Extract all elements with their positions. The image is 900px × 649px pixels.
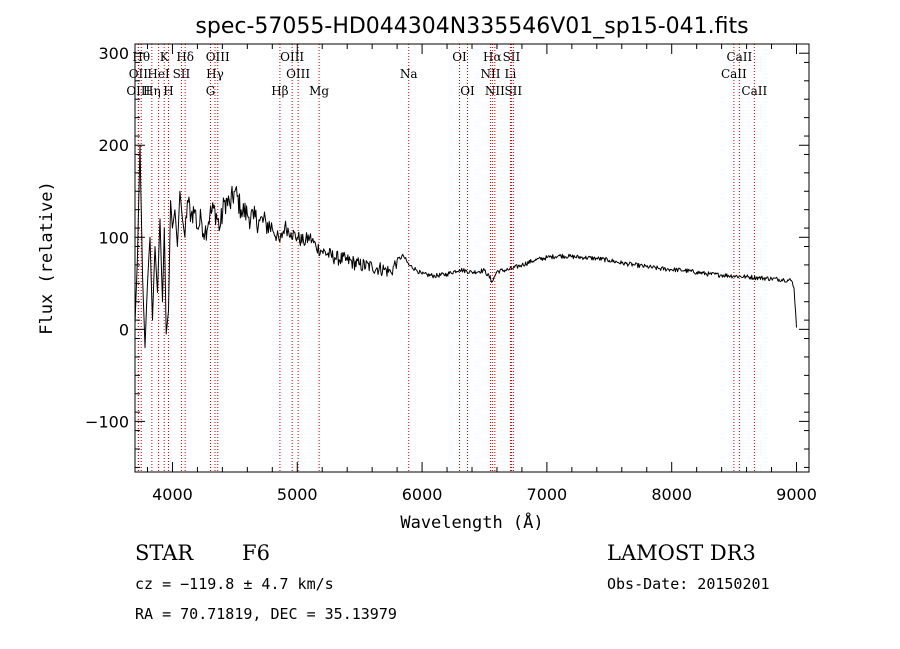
x-axis-ticks: 4000 5000 6000 7000 8000 9000 [146,44,817,504]
line-marker-label: H [163,84,173,98]
x-tick-label: 8000 [651,485,692,504]
y-tick-label: 200 [98,136,129,155]
line-marker-label: OI [452,50,467,64]
line-marker-label: OIII [280,50,304,64]
chart-title: spec-57055-HD044304N335546V01_sp15-041.f… [195,14,748,39]
x-tick-label: 6000 [402,485,443,504]
y-tick-label: 300 [98,44,129,63]
line-marker-label: SII [503,50,521,64]
line-marker-label: K [160,50,170,64]
line-marker-label: OI [460,84,475,98]
line-marker-label: SII [173,67,191,81]
coordinates: RA = 70.71819, DEC = 35.13979 [135,605,397,623]
line-marker-label: SII [504,84,522,98]
spectrum-line [134,144,797,349]
x-tick-label: 7000 [527,485,568,504]
obs-date: Obs-Date: 20150201 [607,575,770,593]
survey-name: LAMOST DR3 [607,541,756,565]
line-marker-label: Hη [143,84,161,98]
line-marker-label: OIII [286,67,310,81]
line-marker-label: Hγ [206,67,224,81]
line-marker-label: NII [485,84,505,98]
x-tick-label: 5000 [277,485,318,504]
line-marker-label: OIII [126,84,150,98]
y-tick-label: −100 [85,412,129,431]
object-subclass: F6 [242,541,270,565]
line-marker-label: NII [480,67,500,81]
y-axis-ticks: −100 0 100 200 300 [85,44,809,468]
line-marker-label: Hδ [176,50,194,64]
line-marker-label: CaII [721,67,747,81]
line-marker-label: OIII [206,50,230,64]
line-marker-label: Hα [483,50,502,64]
line-marker-label: G [206,84,216,98]
y-tick-label: 100 [98,228,129,247]
line-marker-label: CaII [741,84,767,98]
spectrum-series [134,144,797,349]
line-marker-label: Li [505,67,517,81]
line-marker-label: Na [400,67,418,81]
object-class: STAR [135,541,194,565]
x-axis-label: Wavelength (Å) [400,511,543,533]
x-tick-label: 4000 [152,485,193,504]
y-tick-label: 0 [119,320,129,339]
x-tick-label: 9000 [776,485,817,504]
line-marker-label: Hβ [271,84,288,98]
redshift-cz: cz = −119.8 ± 4.7 km/s [135,575,334,593]
line-marker-label: HeI [147,67,170,81]
plot-frame [134,43,810,473]
y-axis-label: Flux (relative) [37,181,57,335]
line-marker-label: CaII [726,50,752,64]
line-marker-label: Mg [309,84,329,98]
